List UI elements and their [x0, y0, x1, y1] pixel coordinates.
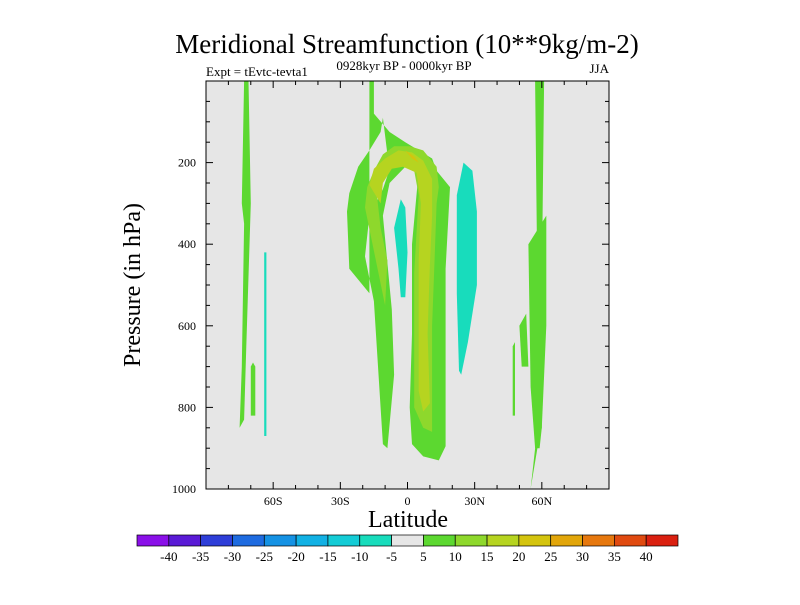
colorbar-box	[582, 534, 615, 547]
y-tick-label: 400	[178, 237, 196, 251]
contour-regions	[239, 81, 547, 489]
colorbar-box	[168, 534, 201, 547]
colorbar-label: 25	[544, 549, 557, 564]
colorbar-label: 30	[576, 549, 589, 564]
colorbar-label: -30	[224, 549, 241, 564]
contour-region-9	[512, 342, 515, 416]
y-tick-label: 1000	[172, 482, 196, 496]
season-label: JJA	[589, 61, 609, 76]
y-axis-label: Pressure (in hPa)	[120, 203, 146, 367]
colorbar-label: 20	[512, 549, 525, 564]
contour-region-10	[394, 199, 408, 298]
colorbar-label: 15	[481, 549, 494, 564]
colorbar-box	[263, 534, 297, 547]
contour-region-2	[369, 150, 433, 412]
colorbar-box	[645, 534, 679, 547]
colorbar-label: 10	[449, 549, 462, 564]
colorbar-label: -5	[386, 549, 397, 564]
colorbar-label: -40	[160, 549, 177, 564]
colorbar: -40 -35 -30 -25 -20 -15 -10 -5 5 10 15 20 25 30 35 40	[136, 534, 679, 564]
experiment-label: Expt = tEvtc-tevta1	[206, 64, 308, 79]
contour-region-12	[264, 252, 267, 436]
x-tick-label: 60N	[531, 494, 552, 508]
colorbar-box	[200, 534, 233, 547]
colorbar-box	[613, 534, 647, 547]
y-tick-label: 600	[178, 319, 196, 333]
contour-region-3	[405, 150, 419, 163]
colorbar-box	[327, 534, 361, 547]
x-tick-label: 60S	[264, 494, 283, 508]
plot-area	[206, 81, 609, 489]
x-tick-label: 30S	[331, 494, 350, 508]
x-tick-label: 30N	[464, 494, 485, 508]
colorbar-box	[136, 534, 170, 547]
x-tick-label: 0	[405, 494, 411, 508]
chart-title: Meridional Streamfunction (10**9kg/m-2)	[175, 29, 638, 59]
colorbar-box	[486, 534, 520, 547]
colorbar-label: 35	[608, 549, 621, 564]
y-tick-label: 800	[178, 400, 196, 414]
colorbar-box	[359, 534, 392, 547]
x-axis-label: Latitude	[368, 507, 448, 533]
colorbar-box	[518, 534, 552, 547]
colorbar-box	[295, 534, 329, 547]
axis-ticks: 60S 30S 0 30N 60N 200 400 600 800 1000	[172, 81, 610, 508]
colorbar-box	[550, 534, 583, 547]
contour-region-7	[528, 215, 547, 449]
contour-region-5	[250, 362, 256, 416]
colorbar-box	[454, 534, 488, 547]
colorbar-label: -10	[351, 549, 368, 564]
colorbar-label: 40	[640, 549, 653, 564]
colorbar-label: -20	[287, 549, 304, 564]
y-tick-label: 200	[178, 156, 196, 170]
contour-region-8	[519, 313, 529, 367]
period-label: 0928kyr BP - 0000kyr BP	[336, 58, 471, 73]
contour-region-4	[239, 81, 251, 428]
colorbar-box	[391, 534, 424, 547]
colorbar-box	[232, 534, 265, 547]
contour-region-11	[456, 162, 477, 375]
colorbar-label: 5	[420, 549, 427, 564]
colorbar-label: -35	[192, 549, 209, 564]
colorbar-box	[423, 534, 456, 547]
colorbar-label: -25	[256, 549, 273, 564]
colorbar-label: -15	[319, 549, 336, 564]
